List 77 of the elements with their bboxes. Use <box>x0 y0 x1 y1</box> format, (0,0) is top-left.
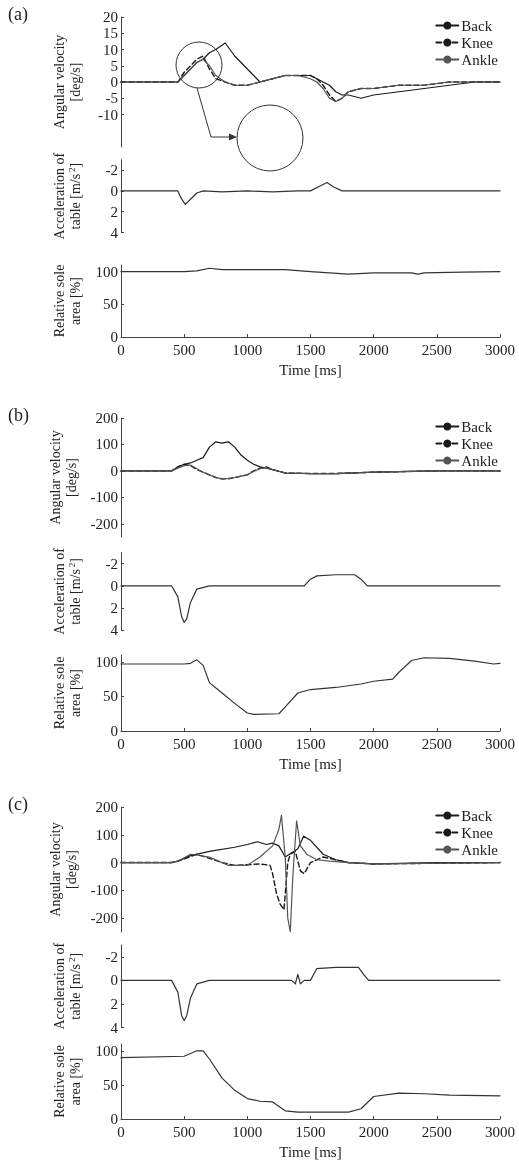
y-tick-label: -2 <box>105 948 118 965</box>
x-tick-label: 3000 <box>485 341 515 358</box>
y-tick-label: 0 <box>110 74 118 90</box>
x-axis-title: Time [ms] <box>279 1143 342 1160</box>
x-tick-label: 1500 <box>295 735 326 752</box>
x-tick-label: 1500 <box>295 1123 326 1140</box>
y-tick-label: 0 <box>110 577 118 594</box>
x-tick-label: 2500 <box>421 341 452 358</box>
y-tick-label: 0 <box>110 182 118 199</box>
y-tick-label: 2 <box>110 203 118 220</box>
x-tick-label: 500 <box>172 1123 196 1140</box>
x-tick-label: 2000 <box>358 341 389 358</box>
x-tick-label: 3000 <box>485 735 515 752</box>
x-tick-label: 3000 <box>485 1123 515 1140</box>
x-tick-label: 1000 <box>232 341 263 358</box>
x-tick-label: 2000 <box>358 735 389 752</box>
legend-label: Back <box>461 418 493 435</box>
legend-label: Ankle <box>461 51 499 68</box>
y-tick-label: 100 <box>95 826 118 843</box>
x-tick-label: 2500 <box>421 735 452 752</box>
legend-label: Ankle <box>461 841 499 858</box>
x-tick-label: 1500 <box>295 341 326 358</box>
legend-label: Ankle <box>461 452 499 469</box>
chart-title: (a) <box>8 4 28 25</box>
y-tick-label: 4 <box>110 622 119 638</box>
y-tick-label: 0 <box>110 854 118 871</box>
y-axis-title: Angular velocity [deg/s] <box>48 430 80 525</box>
y-tick-label: 100 <box>95 653 118 670</box>
y-axis-title: Relative sole area [%] <box>51 264 83 338</box>
y-tick-label: -2 <box>105 162 118 179</box>
x-axis-title: Time [ms] <box>279 755 342 772</box>
y-tick-label: 2 <box>110 599 118 616</box>
y-tick-label: 200 <box>95 410 118 426</box>
y-tick-label: 2 <box>110 995 118 1012</box>
x-tick-label: 1000 <box>232 1123 263 1140</box>
y-tick-label: 4 <box>110 224 119 241</box>
y-tick-label: 5 <box>110 57 118 74</box>
y-tick-label: 50 <box>103 1076 118 1093</box>
y-tick-label: 20 <box>103 9 118 25</box>
y-tick-label: 0 <box>110 723 118 739</box>
y-tick-label: 15 <box>103 25 118 42</box>
y-tick-label: 0 <box>110 1111 118 1127</box>
y-axis-title: Angular velocity [deg/s] <box>51 34 83 130</box>
x-tick-label: 2000 <box>358 1123 389 1140</box>
y-tick-label: -10 <box>98 106 118 123</box>
y-tick-label: 100 <box>95 1042 118 1059</box>
chart-title: (c) <box>8 794 28 815</box>
y-tick-label: 50 <box>103 688 118 705</box>
y-axis-title: Angular velocity [deg/s] <box>48 822 80 917</box>
legend-label: Knee <box>461 824 494 841</box>
y-tick-label: -200 <box>90 515 118 532</box>
x-tick-label: 500 <box>172 735 196 752</box>
x-axis-title: Time [ms] <box>279 361 342 378</box>
y-tick-label: -100 <box>90 882 118 899</box>
y-tick-label: 100 <box>95 263 118 280</box>
y-tick-label: 10 <box>103 41 118 58</box>
x-tick-label: 1000 <box>232 735 263 752</box>
y-tick-label: 4 <box>110 1019 119 1036</box>
legend-label: Knee <box>461 34 494 51</box>
y-tick-label: -5 <box>105 90 118 107</box>
x-tick-label: 2500 <box>421 1123 452 1140</box>
y-tick-label: 100 <box>95 436 118 453</box>
y-tick-label: 0 <box>110 972 118 989</box>
y-tick-label: -200 <box>90 910 118 927</box>
y-tick-label: 0 <box>110 462 118 479</box>
y-tick-label: 200 <box>95 799 118 815</box>
legend-label: Back <box>461 807 493 824</box>
chart-title: (b) <box>8 405 29 426</box>
y-tick-label: 0 <box>110 329 118 345</box>
y-axis-title: Relative sole area [%] <box>51 1045 83 1118</box>
legend-label: Knee <box>461 435 494 452</box>
y-tick-label: -2 <box>105 555 118 572</box>
y-tick-label: 50 <box>103 296 118 313</box>
y-tick-label: -100 <box>90 489 118 506</box>
y-axis-title: Relative sole area [%] <box>51 656 83 730</box>
legend-label: Back <box>461 17 493 34</box>
x-tick-label: 500 <box>172 341 196 358</box>
